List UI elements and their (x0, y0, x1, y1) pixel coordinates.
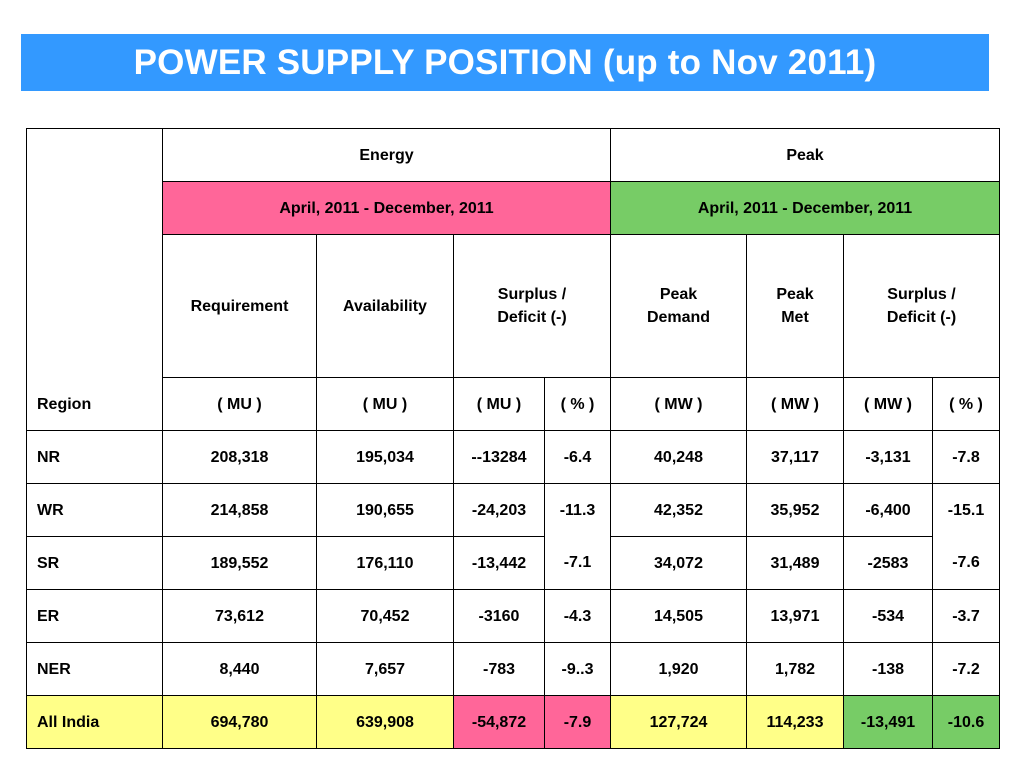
peak-met-value: 1,782 (746, 642, 844, 696)
availability-header: Availability (316, 234, 454, 378)
region-name: SR (26, 536, 163, 590)
availability-value: 195,034 (316, 430, 454, 484)
energy-deficit-value: -24,203 (453, 483, 545, 537)
region-name: WR (26, 483, 163, 537)
region-header: Region (26, 128, 163, 431)
availability-value: 176,110 (316, 536, 454, 590)
unit-peak-demand: ( MW ) (610, 377, 747, 431)
energy-surplus-header: Surplus / Deficit (-) (453, 234, 611, 378)
availability-value: 639,908 (316, 695, 454, 749)
region-name: NER (26, 642, 163, 696)
unit-peak-surplus-pct: ( % ) (932, 377, 1000, 431)
peak-surplus-line2: Deficit (-) (886, 309, 957, 326)
peak-header: Peak (610, 128, 1000, 182)
energy-deficit-value: -54,872 (453, 695, 545, 749)
unit-energy-surplus-pct: ( % ) (544, 377, 611, 431)
table-row-er: ER 73,612 70,452 -3160 -4.3 14,505 13,97… (26, 589, 1000, 643)
peak-surplus-line1: Surplus / (887, 286, 956, 303)
energy-deficit-pct: -9..3 (544, 642, 611, 696)
peak-deficit-pct: -3.7 (932, 589, 1000, 643)
table-row-wr: WR 214,858 190,655 -24,203 -11.3 42,352 … (26, 483, 1000, 537)
unit-availability: ( MU ) (316, 377, 454, 431)
requirement-header: Requirement (162, 234, 317, 378)
peak-met-value: 114,233 (746, 695, 844, 749)
peak-demand-value: 1,920 (610, 642, 747, 696)
peak-deficit-value: -13,491 (843, 695, 933, 749)
energy-period: April, 2011 - December, 2011 (162, 181, 611, 235)
energy-surplus-line2: Deficit (-) (497, 309, 567, 326)
peak-demand-value: 34,072 (610, 536, 747, 590)
requirement-value: 208,318 (162, 430, 317, 484)
energy-deficit-value: --13284 (453, 430, 545, 484)
energy-deficit-pct: -4.3 (544, 589, 611, 643)
availability-value: 190,655 (316, 483, 454, 537)
requirement-value: 214,858 (162, 483, 317, 537)
region-name: All India (26, 695, 163, 749)
requirement-value: 73,612 (162, 589, 317, 643)
peak-deficit-pct: -10.6 (932, 695, 1000, 749)
peak-surplus-header: Surplus / Deficit (-) (843, 234, 1000, 378)
peak-demand-value: 42,352 (610, 483, 747, 537)
energy-deficit-pct: -7.1 (544, 536, 611, 590)
energy-deficit-pct: -11.3 (544, 483, 611, 537)
peak-deficit-value: -2583 (843, 536, 933, 590)
peak-met-value: 37,117 (746, 430, 844, 484)
peak-demand-value: 127,724 (610, 695, 747, 749)
peak-demand-value: 14,505 (610, 589, 747, 643)
peak-deficit-value: -138 (843, 642, 933, 696)
peak-deficit-pct: -7.8 (932, 430, 1000, 484)
table-row-nr: NR 208,318 195,034 --13284 -6.4 40,248 3… (26, 430, 1000, 484)
table-row-all-india: All India 694,780 639,908 -54,872 -7.9 1… (26, 695, 1000, 749)
power-supply-table: Region Energy Peak April, 2011 - Decembe… (26, 128, 1000, 749)
peak-deficit-value: -534 (843, 589, 933, 643)
peak-deficit-value: -6,400 (843, 483, 933, 537)
peak-deficit-pct: -7.6 (932, 536, 1000, 590)
peak-deficit-pct: -7.2 (932, 642, 1000, 696)
peak-met-value: 13,971 (746, 589, 844, 643)
table-row-sr: SR 189,552 176,110 -13,442 -7.1 34,072 3… (26, 536, 1000, 590)
table-row-ner: NER 8,440 7,657 -783 -9..3 1,920 1,782 -… (26, 642, 1000, 696)
energy-surplus-line1: Surplus / (497, 286, 567, 303)
availability-value: 70,452 (316, 589, 454, 643)
availability-value: 7,657 (316, 642, 454, 696)
page-title: POWER SUPPLY POSITION (up to Nov 2011) (21, 34, 989, 91)
peak-period: April, 2011 - December, 2011 (610, 181, 1000, 235)
peak-demand-value: 40,248 (610, 430, 747, 484)
peak-met-value: 35,952 (746, 483, 844, 537)
peak-met-line1: Peak (776, 286, 814, 303)
unit-requirement: ( MU ) (162, 377, 317, 431)
energy-deficit-pct: -7.9 (544, 695, 611, 749)
region-name: ER (26, 589, 163, 643)
energy-deficit-value: -13,442 (453, 536, 545, 590)
requirement-value: 8,440 (162, 642, 317, 696)
peak-met-value: 31,489 (746, 536, 844, 590)
unit-energy-surplus: ( MU ) (453, 377, 545, 431)
energy-deficit-pct: -6.4 (544, 430, 611, 484)
peak-deficit-value: -3,131 (843, 430, 933, 484)
unit-peak-surplus: ( MW ) (843, 377, 933, 431)
peak-deficit-pct: -15.1 (932, 483, 1000, 537)
energy-deficit-value: -3160 (453, 589, 545, 643)
energy-header: Energy (162, 128, 611, 182)
energy-deficit-value: -783 (453, 642, 545, 696)
requirement-value: 694,780 (162, 695, 317, 749)
requirement-value: 189,552 (162, 536, 317, 590)
peak-met-header: Peak Met (746, 234, 844, 378)
peak-demand-line2: Demand (646, 309, 711, 326)
peak-met-line2: Met (781, 309, 809, 326)
peak-demand-line1: Peak (659, 286, 698, 303)
region-name: NR (26, 430, 163, 484)
peak-demand-header: Peak Demand (610, 234, 747, 378)
unit-peak-met: ( MW ) (746, 377, 844, 431)
